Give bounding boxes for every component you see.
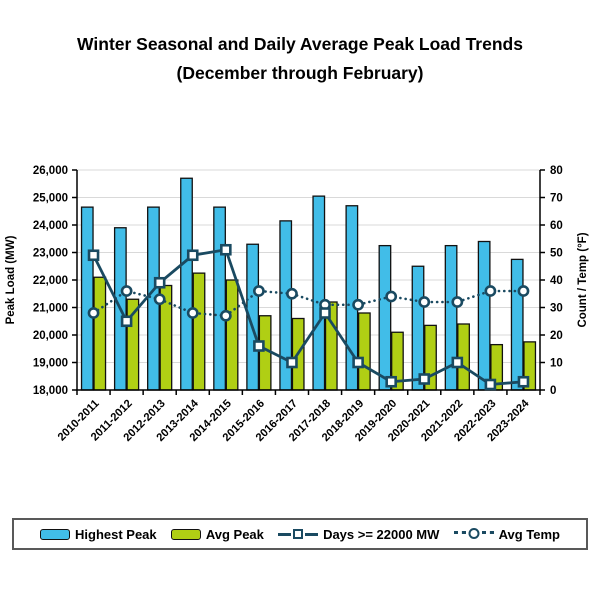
legend-label-avg-peak: Avg Peak bbox=[205, 526, 264, 542]
legend-label-highest-peak: Highest Peak bbox=[75, 526, 157, 542]
avg-peak-swatch-icon bbox=[170, 528, 201, 540]
legend-item-days: Days >= 22000 MW bbox=[278, 527, 439, 542]
axis-titles: Peak Load (MW) Count / Temp (°F) bbox=[5, 232, 589, 327]
gridlines bbox=[77, 169, 540, 363]
days-line bbox=[87, 243, 530, 391]
svg-text:60: 60 bbox=[550, 220, 563, 232]
dotted-circle-marker-icon bbox=[453, 527, 494, 541]
svg-text:22,000: 22,000 bbox=[33, 275, 68, 287]
line-square-marker-icon bbox=[278, 528, 319, 541]
chart-svg: 18,000 19,000 20,000 21,000 22,000 23,000 24,0… bbox=[5, 165, 589, 444]
chart-title: Winter Seasonal and Daily Average Peak L… bbox=[0, 0, 600, 88]
svg-text:26,000: 26,000 bbox=[33, 165, 68, 177]
svg-text:Peak Load (MW): Peak Load (MW) bbox=[5, 235, 17, 324]
svg-text:18,000: 18,000 bbox=[33, 385, 68, 397]
chart-title-line2: (December through February) bbox=[176, 63, 424, 83]
svg-text:23,000: 23,000 bbox=[33, 248, 68, 260]
svg-text:10: 10 bbox=[550, 358, 563, 370]
legend-label-avg-temp: Avg Temp bbox=[498, 526, 560, 542]
svg-text:40: 40 bbox=[550, 275, 563, 287]
legend-item-avg-peak: Avg Peak bbox=[170, 526, 264, 542]
x-axis-labels: 2010-20112011-20122012-20132013-20142014… bbox=[56, 397, 532, 444]
svg-text:70: 70 bbox=[550, 193, 563, 205]
svg-text:21,000: 21,000 bbox=[33, 303, 68, 315]
legend: Highest Peak Avg Peak Days >= 22000 MW A… bbox=[12, 518, 588, 550]
legend-label-days: Days >= 22000 MW bbox=[323, 526, 440, 542]
legend-item-highest-peak: Highest Peak bbox=[40, 527, 157, 542]
svg-text:50: 50 bbox=[550, 248, 563, 260]
svg-text:20,000: 20,000 bbox=[33, 330, 68, 342]
svg-text:0: 0 bbox=[550, 385, 556, 397]
svg-text:30: 30 bbox=[550, 303, 563, 315]
axes: 18,000 19,000 20,000 21,000 22,000 23,000 24,0… bbox=[33, 165, 563, 397]
svg-text:20: 20 bbox=[550, 330, 563, 342]
svg-text:25,000: 25,000 bbox=[33, 193, 68, 205]
chart-title-line1: Winter Seasonal and Daily Average Peak L… bbox=[77, 34, 523, 54]
highest-peak-swatch-icon bbox=[40, 528, 70, 540]
svg-text:Count / Temp (°F): Count / Temp (°F) bbox=[577, 232, 589, 327]
chart-plot-area: 18,000 19,000 20,000 21,000 22,000 23,000 24,0… bbox=[0, 118, 600, 498]
svg-text:80: 80 bbox=[550, 165, 563, 177]
svg-text:24,000: 24,000 bbox=[33, 220, 68, 232]
legend-item-avg-temp: Avg Temp bbox=[453, 526, 560, 542]
avg-temp-line bbox=[87, 285, 530, 322]
svg-text:19,000: 19,000 bbox=[33, 358, 68, 370]
